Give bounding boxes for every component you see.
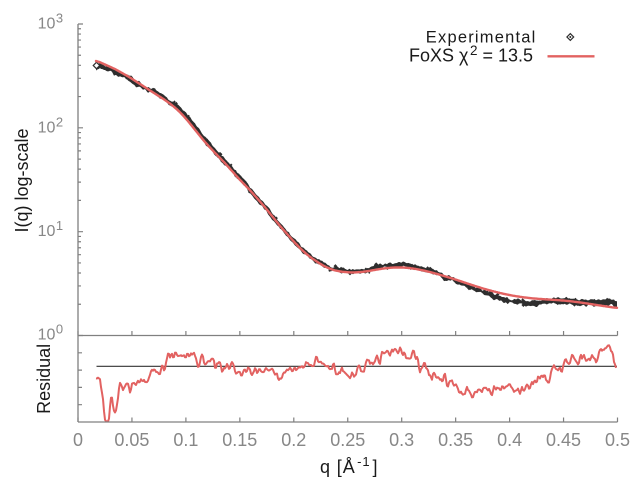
svg-text:0.1: 0.1	[173, 430, 198, 450]
svg-text:0.15: 0.15	[222, 430, 257, 450]
svg-text:FoXS χ2 = 13.5: FoXS χ2 = 13.5	[409, 43, 533, 65]
svg-text:0.3: 0.3	[389, 430, 414, 450]
svg-text:0.45: 0.45	[546, 430, 581, 450]
svg-text:0.25: 0.25	[330, 430, 365, 450]
svg-text:0.4: 0.4	[497, 430, 522, 450]
svg-text:Experimental: Experimental	[426, 28, 537, 46]
svg-text:I(q) log-scale: I(q) log-scale	[12, 128, 32, 232]
svg-text:0.05: 0.05	[114, 430, 149, 450]
svg-text:Residual: Residual	[34, 344, 54, 414]
svg-text:0.5: 0.5	[605, 430, 630, 450]
svg-text:0.2: 0.2	[281, 430, 306, 450]
svg-text:0: 0	[73, 430, 83, 450]
svg-text:0.35: 0.35	[438, 430, 473, 450]
